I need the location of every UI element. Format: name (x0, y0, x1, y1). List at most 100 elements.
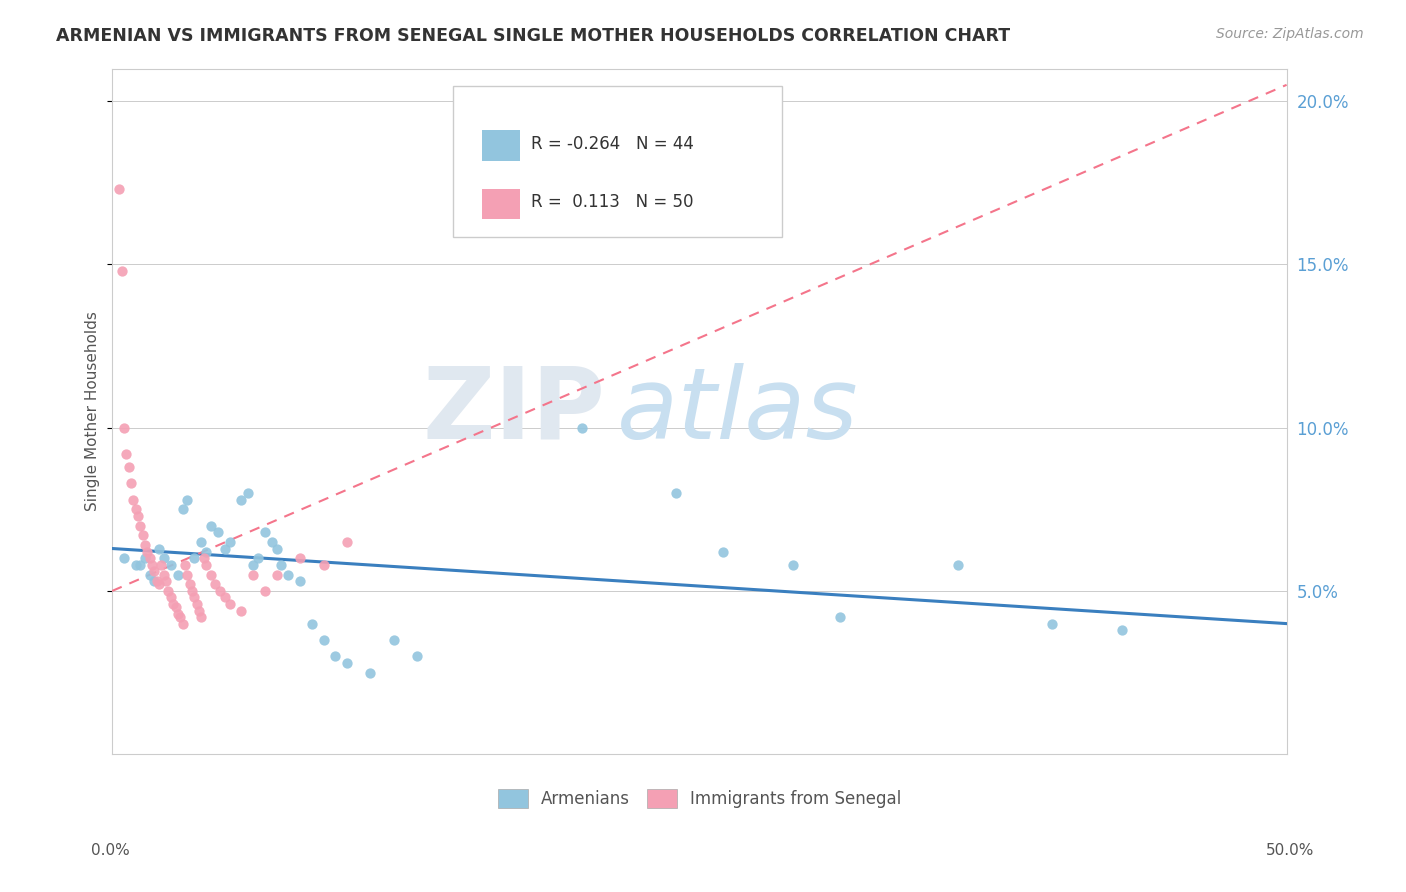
Point (242, 558, 264, 572)
Point (160, 591, 183, 605)
Point (266, 567, 288, 582)
Text: atlas: atlas (617, 363, 859, 460)
Text: ZIP: ZIP (423, 363, 606, 460)
Point (360, 665, 382, 680)
Point (193, 551, 215, 566)
Point (312, 632, 335, 647)
Text: 50.0%: 50.0% (1267, 843, 1315, 858)
Point (110, 264, 132, 278)
Point (253, 525, 276, 540)
Point (169, 610, 191, 624)
Point (148, 541, 170, 556)
Point (218, 597, 240, 611)
Point (131, 528, 153, 542)
Point (323, 649, 346, 664)
Point (148, 577, 170, 591)
Point (152, 551, 174, 566)
Point (124, 502, 146, 516)
Point (218, 535, 240, 549)
Point (152, 567, 174, 582)
Point (301, 616, 323, 631)
Point (186, 597, 208, 611)
Text: Source: ZipAtlas.com: Source: ZipAtlas.com (1216, 27, 1364, 41)
Point (231, 603, 253, 617)
Point (188, 603, 211, 617)
Point (120, 476, 142, 491)
Point (108, 182, 131, 196)
Point (382, 632, 405, 647)
Point (207, 525, 229, 540)
Point (336, 535, 359, 549)
Point (195, 558, 218, 572)
Point (134, 551, 156, 566)
Point (183, 591, 205, 605)
Point (172, 616, 194, 631)
Point (312, 558, 335, 572)
Point (117, 459, 139, 474)
Point (112, 551, 135, 566)
Point (204, 577, 226, 591)
Point (209, 583, 232, 598)
Text: R = -0.264   N = 44: R = -0.264 N = 44 (531, 135, 695, 153)
Point (195, 545, 218, 559)
Point (179, 577, 201, 591)
Point (238, 486, 260, 500)
Point (190, 610, 212, 624)
Point (190, 535, 212, 549)
Y-axis label: Single Mother Households: Single Mother Households (86, 311, 100, 511)
Point (200, 518, 222, 533)
Point (145, 574, 167, 589)
Point (143, 574, 166, 589)
Point (138, 567, 160, 582)
Point (127, 508, 149, 523)
Point (782, 558, 804, 572)
Point (1111, 623, 1133, 637)
Point (336, 656, 359, 670)
Point (174, 558, 197, 572)
Point (946, 558, 969, 572)
Text: ARMENIAN VS IMMIGRANTS FROM SENEGAL SINGLE MOTHER HOUSEHOLDS CORRELATION CHART: ARMENIAN VS IMMIGRANTS FROM SENEGAL SING… (56, 27, 1011, 45)
Point (288, 574, 311, 589)
FancyBboxPatch shape (482, 130, 520, 161)
Point (115, 447, 138, 461)
Point (242, 567, 264, 582)
Point (141, 558, 163, 572)
Point (571, 420, 593, 434)
Point (162, 597, 184, 611)
FancyBboxPatch shape (453, 86, 782, 236)
Point (112, 420, 135, 434)
Text: 0.0%: 0.0% (91, 843, 131, 858)
Point (711, 545, 734, 559)
Text: R =  0.113   N = 50: R = 0.113 N = 50 (531, 194, 695, 211)
Point (1040, 616, 1063, 631)
Point (155, 574, 177, 589)
Point (134, 538, 156, 552)
Point (176, 567, 198, 582)
Point (122, 492, 145, 507)
Point (157, 583, 180, 598)
Point (183, 551, 205, 566)
Point (138, 551, 160, 566)
Point (288, 551, 311, 566)
Point (253, 583, 276, 598)
Point (176, 492, 198, 507)
Point (172, 502, 194, 516)
Point (160, 558, 183, 572)
Point (665, 486, 688, 500)
Point (231, 492, 253, 507)
Point (165, 600, 187, 615)
Point (129, 558, 152, 572)
Point (830, 610, 852, 624)
Point (124, 558, 146, 572)
Point (167, 607, 190, 621)
Point (214, 541, 236, 556)
Point (246, 551, 269, 566)
Point (136, 545, 159, 559)
Point (406, 649, 429, 664)
Point (150, 558, 173, 572)
Point (270, 558, 292, 572)
Point (143, 565, 166, 579)
Point (260, 535, 283, 549)
Point (277, 567, 299, 582)
Point (214, 591, 236, 605)
